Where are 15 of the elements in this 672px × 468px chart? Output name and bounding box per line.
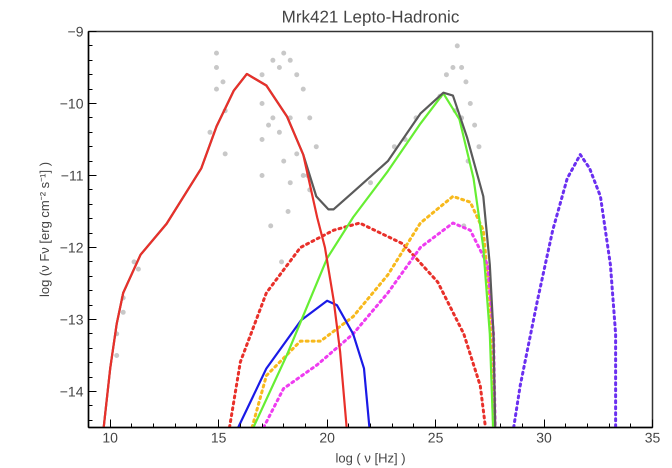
y-tick-label: −12	[60, 240, 84, 256]
x-tick-label: 10	[102, 430, 118, 446]
y-tick-label: −10	[60, 96, 84, 112]
chart-title: Mrk421 Lepto-Hadronic	[282, 8, 460, 26]
y-axis-title: log (ν Fν [erg cm⁻² s⁻¹] )	[36, 162, 52, 298]
x-tick-label: 35	[644, 430, 660, 446]
x-tick-label: 30	[536, 430, 552, 446]
y-tick-label: −14	[60, 384, 84, 400]
y-tick-label: −13	[60, 312, 84, 328]
x-tick-label: 20	[319, 430, 336, 446]
x-tick-label: 15	[210, 430, 227, 446]
x-tick-label: 25	[428, 430, 444, 446]
y-tick-label: −11	[60, 168, 84, 184]
y-tick-label: −9	[68, 24, 84, 40]
x-axis-title: log ( ν [Hz] )	[335, 450, 406, 466]
